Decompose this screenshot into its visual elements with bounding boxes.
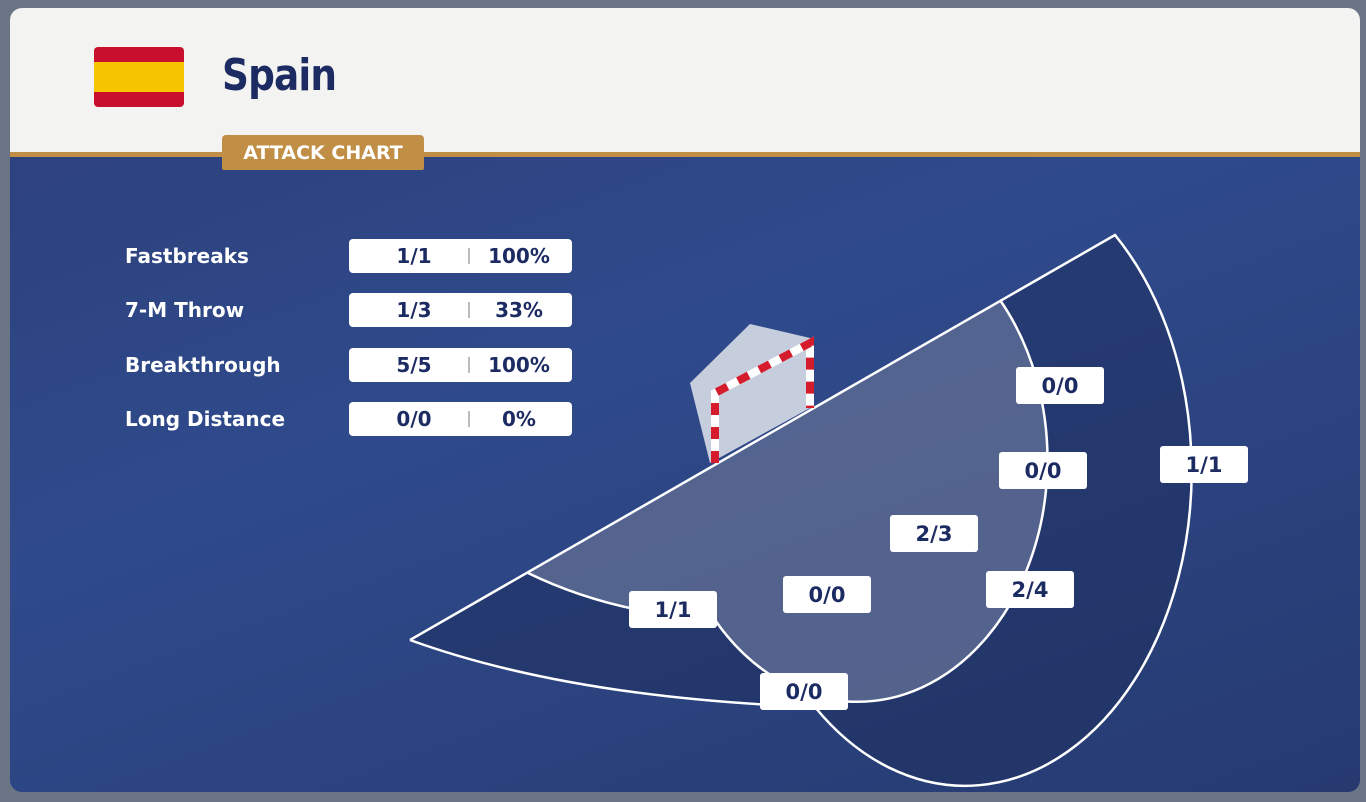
flag (94, 47, 184, 107)
stat-row: Fastbreaks 1/1 100% (95, 236, 581, 276)
zone-label: 0/0 (783, 576, 871, 613)
stat-ratio: 5/5 (396, 353, 432, 377)
tab: ATTACK CHART (222, 135, 424, 170)
stat-ratio: 1/1 (396, 244, 432, 268)
stat-row: 7-M Throw 1/3 33% (95, 290, 581, 330)
stat-label: Breakthrough (125, 353, 281, 377)
zone-label: 1/1 (629, 591, 717, 628)
stat-label: 7-M Throw (125, 298, 245, 322)
stat-pill: 5/5 100% (349, 348, 572, 382)
stat-pill: 1/1 100% (349, 239, 572, 273)
attack-chart-board: Spain ATTACK CHART Fastbreaks 1/1 100% 7-M … (10, 8, 1360, 792)
stat-percent: 33% (495, 298, 543, 322)
stat-label: Fastbreaks (125, 244, 249, 268)
divider (468, 248, 470, 264)
stat-percent: 100% (488, 244, 550, 268)
divider (468, 357, 470, 373)
stat-percent: 100% (488, 353, 550, 377)
stat-row: Long Distance 0/0 0% (95, 399, 581, 439)
stat-ratio: 1/3 (396, 298, 432, 322)
zone-label: 0/0 (760, 673, 848, 710)
stat-percent: 0% (502, 407, 536, 431)
zone-label: 2/4 (986, 571, 1074, 608)
stat-label: Long Distance (125, 407, 286, 431)
court-line (409, 233, 1193, 787)
header: Spain (10, 8, 1360, 157)
team-name: Spain (222, 50, 337, 101)
goal-area-outer (410, 235, 1192, 786)
zone-label: 1/1 (1160, 446, 1248, 483)
divider (468, 302, 470, 318)
zone-label: 0/0 (999, 452, 1087, 489)
stat-pill: 0/0 0% (349, 402, 572, 436)
zone-label: 2/3 (890, 515, 978, 552)
stat-pill: 1/3 33% (349, 293, 572, 327)
goal (690, 324, 814, 463)
zone-label: 0/0 (1016, 367, 1104, 404)
divider (468, 411, 470, 427)
stat-ratio: 0/0 (396, 407, 432, 431)
stat-row: Breakthrough 5/5 100% (95, 345, 581, 385)
